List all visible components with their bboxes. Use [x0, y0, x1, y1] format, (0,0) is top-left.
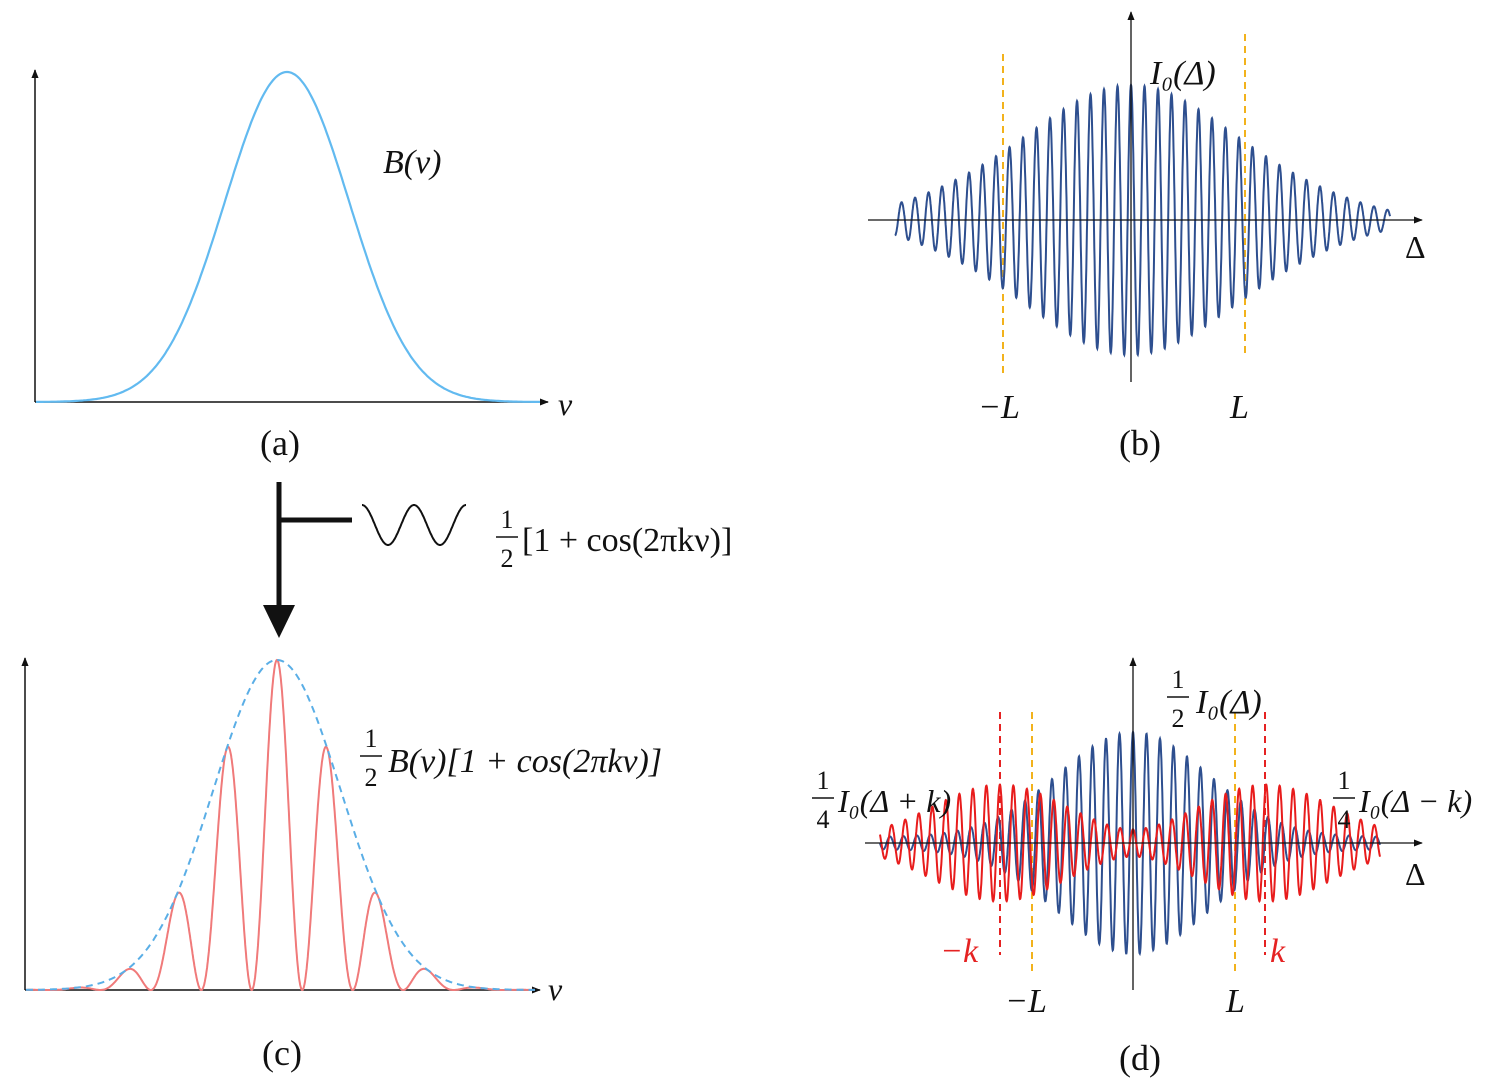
panel-c-axis-label: ν — [548, 971, 563, 1007]
panel-d-shifted-interferograms — [879, 783, 1381, 904]
panel-b-marker-pos-L-label: L — [1229, 389, 1249, 426]
panel-c-envelope-curve — [25, 658, 535, 991]
panel-d-center-fraction-den: 2 — [1172, 704, 1185, 733]
panel-d-marker-neg-k-label: −k — [940, 933, 979, 970]
panel-d-center-label: I₀(Δ) — [1195, 684, 1262, 721]
panel-d-left-label: I₀(Δ + k) — [837, 783, 951, 819]
panel-d-caption: (d) — [1119, 1038, 1161, 1078]
panel-b-curve-label: I₀(Δ) — [1149, 55, 1216, 92]
panel-d-marker-pos-k-label: k — [1270, 933, 1286, 970]
panel-c-caption: (c) — [262, 1033, 302, 1073]
panel-d-left-fraction-num: 1 — [817, 766, 830, 795]
panel-d-right-label: I₀(Δ − k) — [1358, 783, 1472, 819]
panel-d-left-fraction-den: 4 — [817, 805, 830, 834]
cosine-wave-icon — [362, 504, 466, 546]
panel-a-spectrum-curve — [36, 70, 540, 403]
panel-a: B(ν) ν (a) — [31, 69, 573, 463]
panel-b-marker-neg-L-label: −L — [978, 389, 1020, 426]
panel-c-curve-label: B(ν)[1 + cos(2πkν)] — [388, 743, 662, 780]
panel-a-caption: (a) — [260, 423, 300, 463]
panel-b-axis-label: Δ — [1405, 229, 1426, 265]
operation-arrow-group: 1 2 [1 + cos(2πkν)] — [263, 482, 732, 638]
panel-c-fraction-num: 1 — [365, 724, 378, 753]
operation-fraction-num: 1 — [501, 505, 514, 534]
operation-fraction-den: 2 — [501, 544, 514, 573]
panel-d-right-fraction-num: 1 — [1338, 766, 1351, 795]
panel-b: I₀(Δ) Δ −L L (b) — [868, 11, 1426, 463]
panel-d-center-fraction-num: 1 — [1172, 665, 1185, 694]
panel-c-modulated-curve — [26, 658, 535, 992]
panel-a-curve-label: B(ν) — [383, 144, 442, 181]
panel-c: 1 2 B(ν)[1 + cos(2πkν)] ν (c) — [21, 657, 662, 1073]
panel-a-axis-label: ν — [558, 386, 573, 422]
panel-d: 1 2 I₀(Δ) 1 4 I₀(Δ + k) 1 4 I₀(Δ − k) Δ … — [812, 657, 1472, 1078]
operation-formula: [1 + cos(2πkν)] — [522, 522, 732, 559]
panel-d-marker-pos-L-label: L — [1225, 983, 1245, 1020]
panel-d-axis-label: Δ — [1405, 856, 1426, 892]
panel-d-right-fraction-den: 4 — [1338, 805, 1351, 834]
operation-arrow-head — [263, 605, 295, 638]
panel-d-marker-neg-L-label: −L — [1005, 983, 1047, 1020]
panel-b-interferogram — [894, 81, 1391, 358]
panel-b-caption: (b) — [1119, 423, 1161, 463]
panel-c-fraction-den: 2 — [365, 763, 378, 792]
